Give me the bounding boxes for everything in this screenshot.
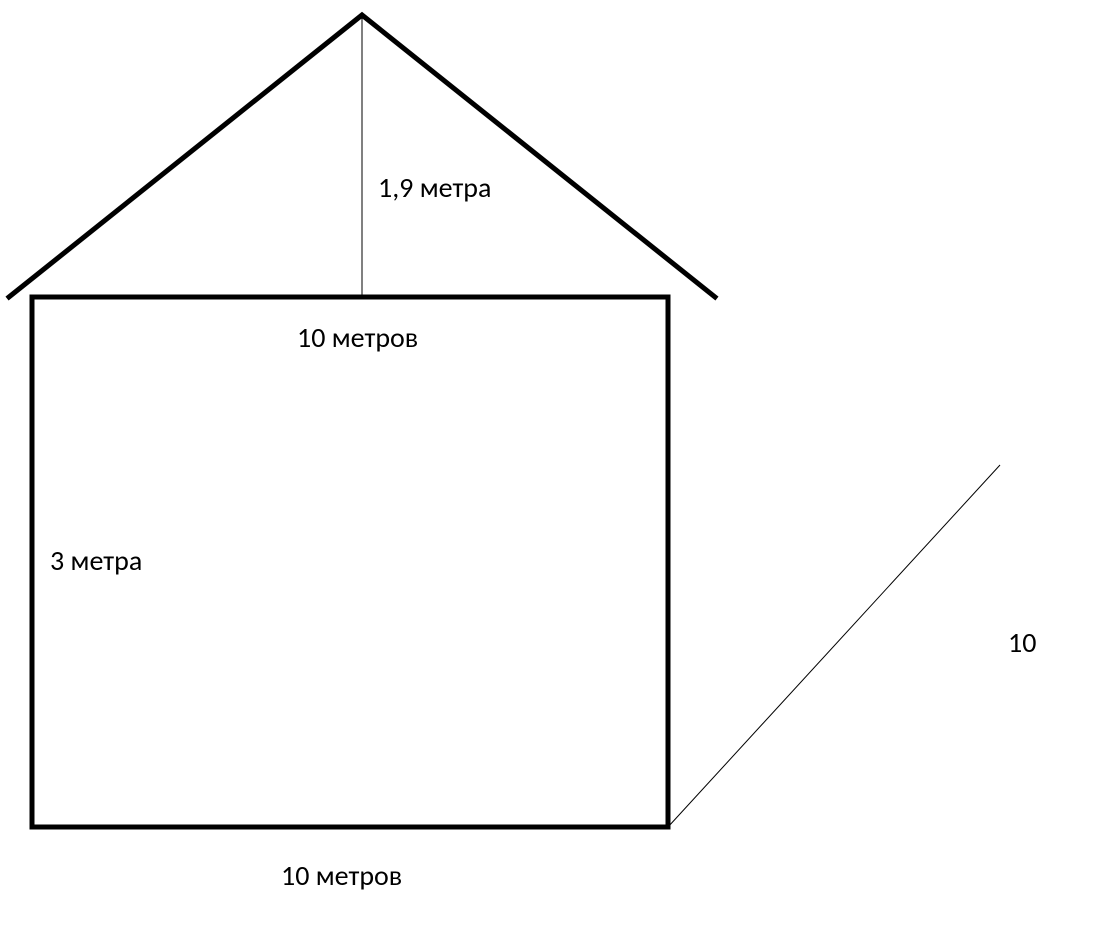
bottom-width-label: 10 метров: [281, 858, 402, 893]
house-diagram: [0, 0, 1094, 930]
wall-height-label: 3 метра: [50, 543, 142, 578]
top-width-label: 10 метров: [297, 320, 418, 355]
roof-height-label: 1,9 метра: [378, 170, 491, 205]
depth-label: 10: [1008, 625, 1036, 660]
